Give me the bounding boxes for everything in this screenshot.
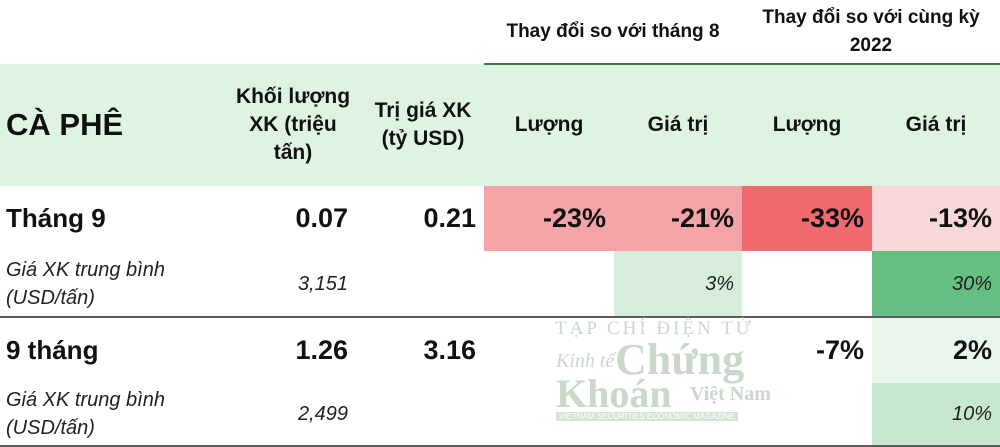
watermark-line4: VIETNAM SECURITIES ECONOMIC MAGAZINE — [556, 412, 739, 421]
col-header-value: Trị giá XK (tỷ USD) — [374, 99, 472, 150]
cell-month9-volume: 0.07 — [295, 203, 348, 233]
heat-cell-m9avg-m-value — [614, 251, 742, 316]
watermark-line1: TẠP CHÍ ĐIỆN TỬ — [555, 318, 754, 339]
cell-ytd-y-volume: -7% — [815, 335, 864, 365]
cell-ytd-value: 3.16 — [423, 335, 476, 365]
cell-ytdavg-volume: 2,499 — [297, 403, 348, 425]
heat-cell-m9avg-y-value — [872, 251, 1000, 316]
col-header-y-value: Giá trị — [905, 113, 967, 136]
heat-cell-m9-y-volume — [742, 186, 872, 251]
watermark-line2a: Kinh tế — [556, 350, 615, 372]
cell-month9-m-value: -21% — [670, 203, 734, 233]
heat-cell-ytdavg-y-value — [872, 383, 1000, 447]
group-header-change-vs-yoy: Thay đổi so với cùng kỳ 2022 — [762, 7, 980, 56]
watermark-line2b: Chứng — [615, 335, 745, 384]
cell-ytdavg-y-value: 10% — [951, 403, 992, 425]
cell-ytd-volume: 1.26 — [295, 335, 348, 365]
row-label-month9-avg: Giá XK trung bình (USD/tấn) — [6, 258, 165, 309]
cell-month9-value: 0.21 — [423, 203, 476, 233]
watermark-line3b: Việt Nam — [690, 383, 771, 405]
col-header-m-value: Giá trị — [647, 113, 709, 136]
heat-cell-m9-m-value — [614, 186, 742, 251]
row-label-ytd: 9 tháng — [6, 335, 99, 365]
cell-month9-y-volume: -33% — [800, 203, 864, 233]
header-group-underline — [484, 63, 1000, 65]
heat-cell-m9-y-value — [872, 186, 1000, 251]
cell-ytd-y-value: 2% — [952, 335, 992, 365]
heat-cell-m9-m-volume — [484, 186, 614, 251]
cell-month9avg-m-value: 3% — [705, 272, 734, 295]
table-bottom-border — [0, 445, 1000, 447]
col-header-volume: Khối lượng XK (triệu tấn) — [235, 85, 351, 164]
heat-cell-ytd-y-value — [872, 318, 1000, 383]
col-header-y-volume: Lượng — [772, 113, 842, 136]
row-label-month9: Tháng 9 — [6, 203, 106, 233]
cell-month9-m-volume: -23% — [542, 203, 606, 233]
row-label-ytd-avg: Giá XK trung bình (USD/tấn) — [6, 389, 165, 439]
product-header: CÀ PHÊ — [6, 107, 124, 142]
header-background — [0, 64, 1000, 186]
cell-month9avg-volume: 3,151 — [297, 272, 348, 295]
cell-month9-y-value: -13% — [928, 203, 992, 233]
cell-month9avg-y-value: 30% — [951, 272, 992, 295]
row-separator — [0, 316, 1000, 318]
watermark-line3a: Khoán — [556, 371, 672, 416]
col-header-m-volume: Lượng — [514, 113, 584, 136]
group-header-change-vs-month8: Thay đổi so với tháng 8 — [506, 21, 720, 42]
